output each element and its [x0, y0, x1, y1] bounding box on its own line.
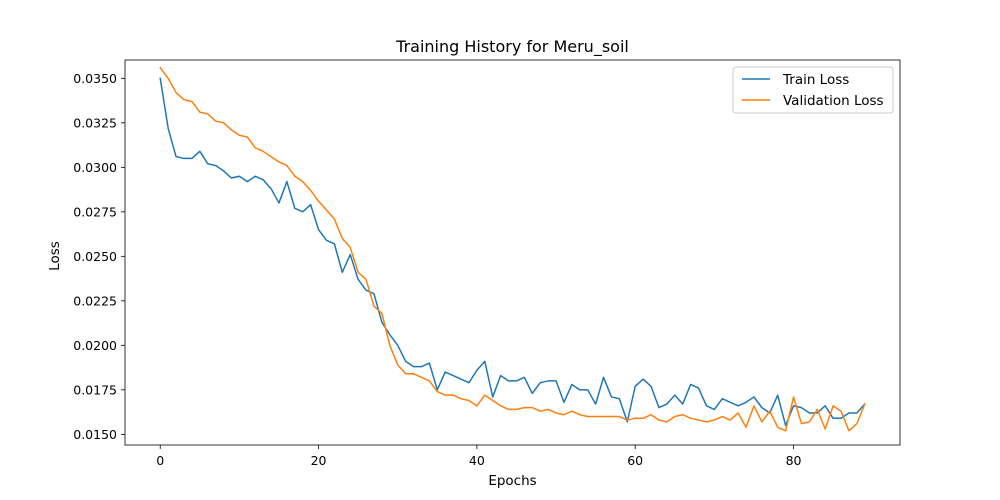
plot-area: 0 20 40 60 80 0.0150 0.0175 0.0200 0.0225 0.0250 0… — [73, 59, 901, 468]
y-tick-label: 0.0250 — [73, 249, 117, 264]
y-tick-label: 0.0325 — [73, 115, 117, 130]
x-tick-label: 40 — [469, 453, 485, 468]
x-tick-label: 20 — [311, 453, 327, 468]
y-tick-label: 0.0275 — [73, 204, 117, 219]
x-tick-label: 60 — [627, 453, 643, 468]
y-axis-title: Loss — [47, 241, 63, 271]
y-tick-label: 0.0175 — [73, 382, 117, 397]
series-line-validation-loss — [159, 66, 866, 432]
y-tick-label: 0.0300 — [73, 160, 117, 175]
legend-label: Train Loss — [782, 72, 849, 88]
axes-frame — [124, 59, 901, 446]
x-axis-title: Epochs — [488, 473, 536, 489]
series-line-train-loss — [159, 77, 866, 427]
legend: Train Loss Validation Loss — [732, 66, 894, 114]
y-tick-label: 0.0150 — [73, 427, 117, 442]
y-tick-label: 0.0225 — [73, 293, 117, 308]
x-tick-label: 0 — [156, 453, 164, 468]
legend-label: Validation Loss — [783, 93, 884, 109]
legend-box — [732, 66, 894, 114]
y-tick-label: 0.0350 — [73, 71, 117, 86]
chart-title: Training History for Meru_soil — [395, 37, 629, 57]
x-tick-label: 80 — [786, 453, 802, 468]
y-tick-label: 0.0200 — [73, 338, 117, 353]
